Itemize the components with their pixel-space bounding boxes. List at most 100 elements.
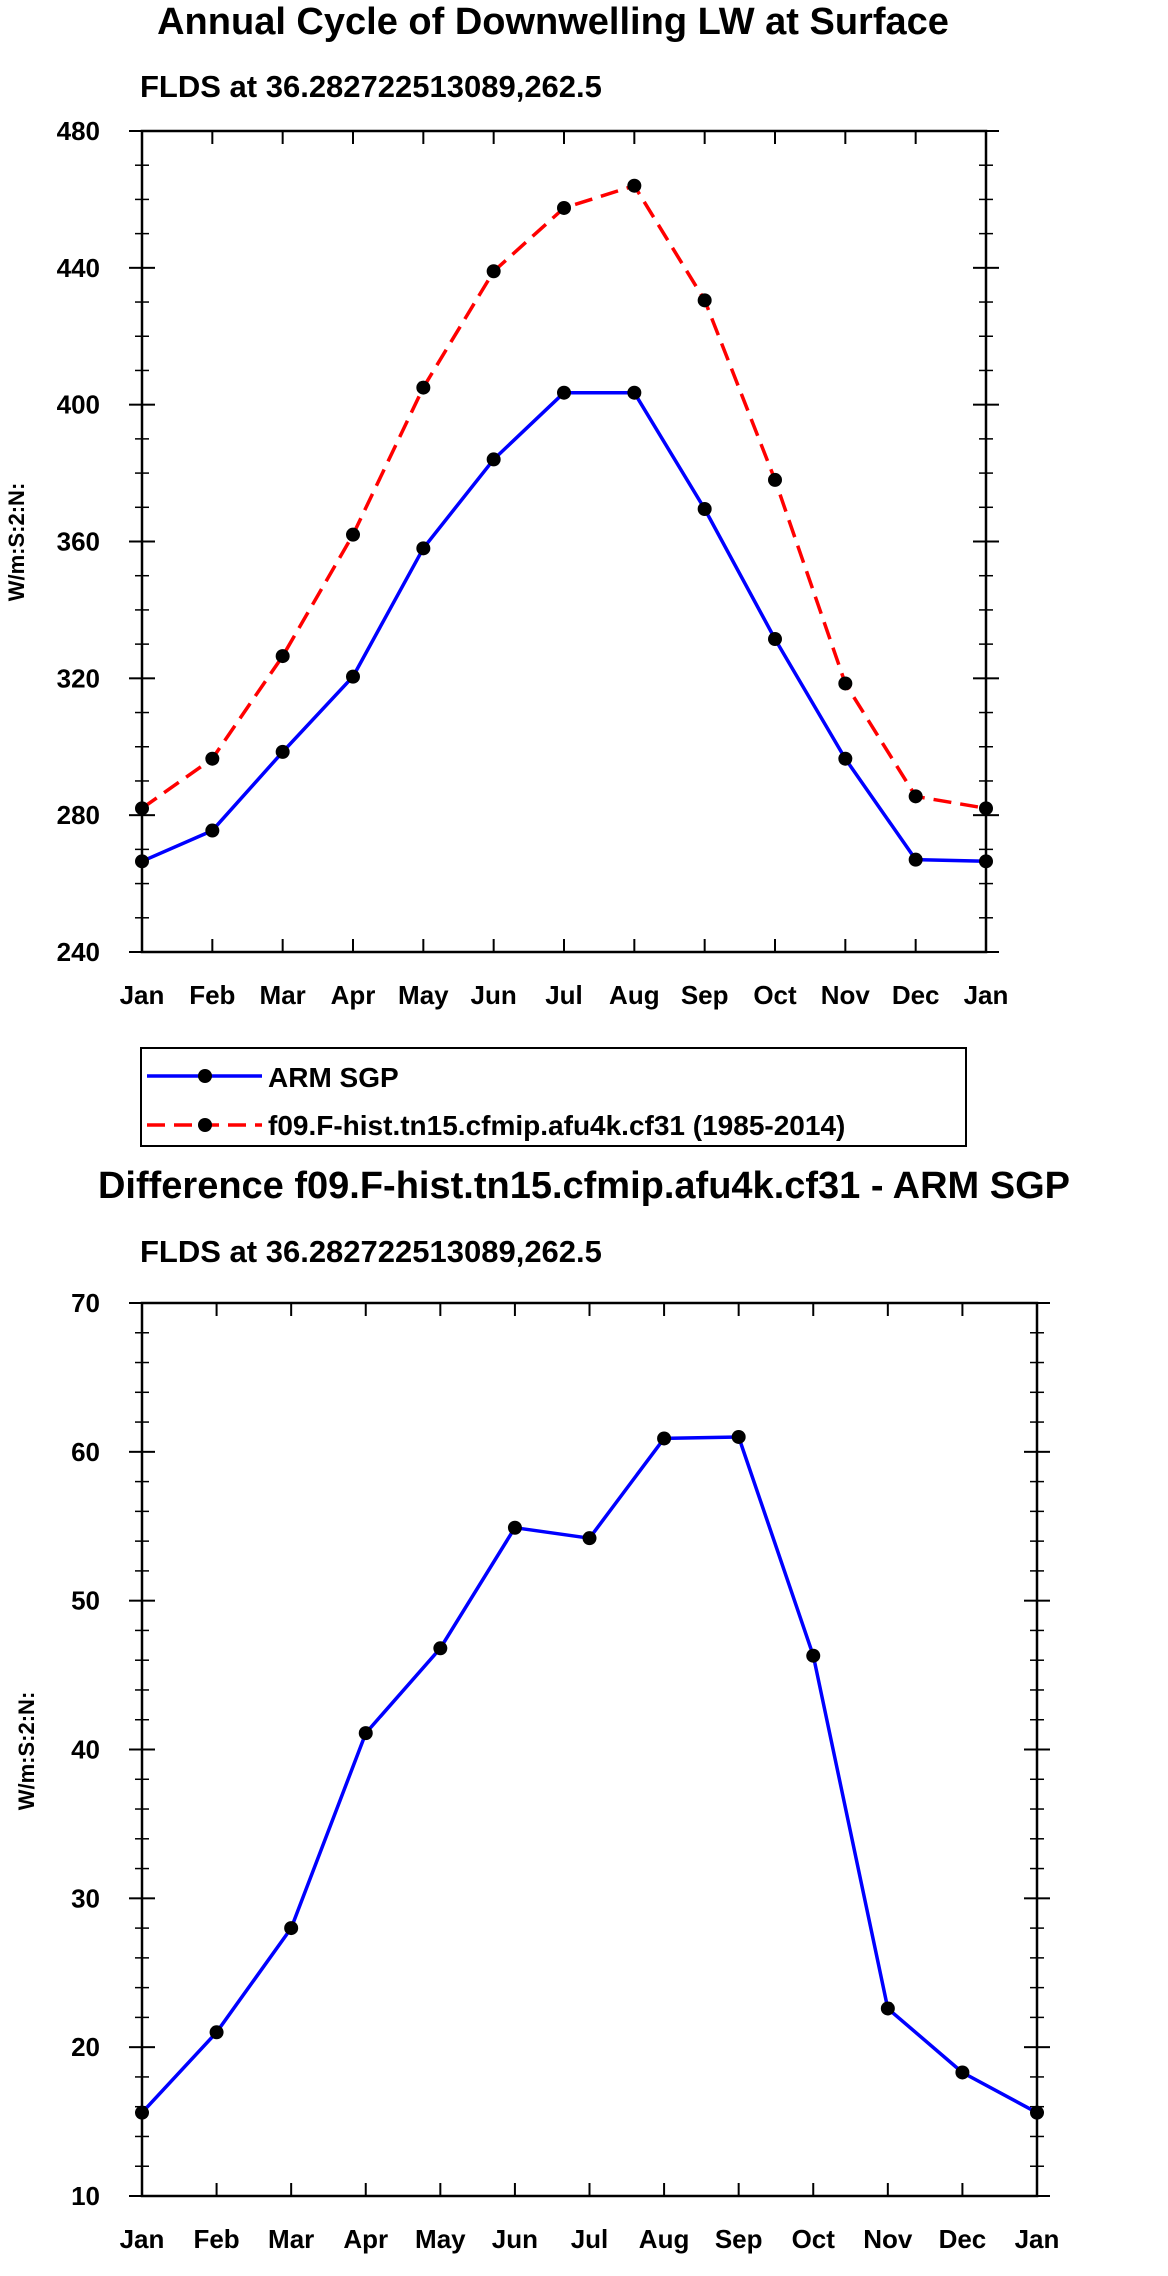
y-tick-label: 280: [57, 800, 100, 830]
x-tick-label: May: [398, 980, 449, 1010]
series-1-point: [838, 751, 853, 766]
series-1-point: [209, 2025, 224, 2040]
series-1-point: [731, 1429, 746, 1444]
y-tick-label: 30: [71, 1883, 100, 1913]
series-1-point: [1030, 2105, 1044, 2120]
y-tick-label: 400: [57, 390, 100, 420]
x-tick-label: Mar: [268, 2224, 314, 2254]
series-2-point: [908, 789, 923, 804]
series-1-point: [275, 744, 290, 759]
chart1-ticks: [129, 130, 999, 953]
series-2-point: [416, 380, 431, 395]
chart-annual-cycle: Annual Cycle of Downwelling LW at Surfac…: [4, 1, 1009, 1147]
series-1-point: [346, 669, 360, 684]
y-tick-label: 10: [71, 2181, 100, 2211]
chart2-ticks: [129, 1302, 1050, 2197]
chart2-plot-frame: [140, 1301, 1039, 2198]
y-tick-label: 240: [57, 937, 100, 967]
x-tick-label: Jul: [545, 980, 583, 1010]
series-2-point: [697, 293, 712, 308]
legend-box: [140, 1047, 967, 1147]
x-tick-label: Aug: [609, 980, 660, 1010]
legend-marker-arm-sgp: [198, 1069, 212, 1083]
series-1-point: [582, 1531, 597, 1546]
x-tick-label: Jun: [471, 980, 517, 1010]
x-tick-label: Nov: [863, 2224, 913, 2254]
series-1-point: [135, 2105, 149, 2120]
x-tick-label: Apr: [331, 980, 376, 1010]
x-tick-label: Jan: [120, 2224, 165, 2254]
x-tick-label: Sep: [715, 2224, 763, 2254]
series-1-point: [806, 1648, 821, 1663]
x-tick-label: Mar: [260, 980, 306, 1010]
x-tick-label: Nov: [821, 980, 871, 1010]
y-tick-label: 60: [71, 1437, 100, 1467]
series-line-2: [140, 183, 987, 811]
x-tick-label: Apr: [343, 2224, 388, 2254]
x-tick-label: Jan: [1015, 2224, 1060, 2254]
y-tick-label: 70: [71, 1288, 100, 1318]
series-1-point: [135, 854, 149, 869]
y-tick-label: 480: [57, 116, 100, 146]
chart1-title: Annual Cycle of Downwelling LW at Surfac…: [157, 1, 949, 43]
series-1-point: [416, 541, 431, 556]
chart2-series: [135, 1429, 1044, 2120]
y-tick-label: 50: [71, 1586, 100, 1616]
series-1-point: [627, 385, 642, 400]
legend-label-arm-sgp: ARM SGP: [268, 1062, 399, 1093]
x-tick-label: Oct: [753, 980, 797, 1010]
series-2-point: [557, 200, 571, 215]
chart1-series: [135, 178, 993, 869]
series-2-point: [979, 801, 993, 816]
series-2-point: [205, 751, 220, 766]
series-1-point: [768, 631, 782, 646]
x-tick-label: Jan: [964, 980, 1009, 1010]
chart2-title: Difference f09.F-hist.tn15.cfmip.afu4k.c…: [98, 1165, 1070, 1207]
legend-marker-model: [198, 1118, 212, 1132]
x-tick-label: Jul: [571, 2224, 609, 2254]
series-1-point: [507, 1520, 522, 1535]
series-1-point: [486, 452, 501, 467]
chart1-ylabel: W/m:S:2:N:: [4, 483, 29, 602]
series-1-point: [433, 1641, 448, 1656]
chart1-legend: ARM SGP f09.F-hist.tn15.cfmip.afu4k.cf31…: [140, 1047, 967, 1147]
series-line-1: [141, 390, 987, 864]
chart1-y-tick-labels: 240 280 320 360 400 440 480: [57, 116, 100, 967]
series-2-point: [135, 801, 149, 816]
series-1-point: [358, 1726, 373, 1741]
y-tick-label: 20: [71, 2032, 100, 2062]
chart2-ylabel: W/m:S:2:N:: [14, 1692, 39, 1811]
y-tick-label: 40: [71, 1735, 100, 1765]
series-1-point: [284, 1921, 299, 1936]
series-2-point: [486, 264, 501, 279]
series-2-point: [768, 472, 782, 487]
x-tick-label: Aug: [639, 2224, 690, 2254]
series-2-point: [346, 527, 360, 542]
chart-difference: Difference f09.F-hist.tn15.cfmip.afu4k.c…: [14, 1165, 1070, 2254]
chart2-y-tick-labels: 10 20 30 40 50 60 70: [71, 1288, 100, 2211]
x-tick-label: Jun: [492, 2224, 538, 2254]
x-tick-label: Dec: [939, 2224, 987, 2254]
series-1-point: [557, 385, 571, 400]
chart1-x-tick-labels: Jan Feb Mar Apr May Jun Jul Aug Sep Oct Nov Dec Jan: [120, 980, 1009, 1010]
x-tick-label: May: [415, 2224, 466, 2254]
series-2-point: [275, 649, 290, 664]
x-tick-label: Feb: [189, 980, 235, 1010]
series-1-point: [955, 2065, 970, 2080]
series-1-point: [880, 2001, 895, 2016]
series-2-point: [838, 676, 853, 691]
series-1-point: [697, 502, 712, 517]
x-tick-label: Jan: [120, 980, 165, 1010]
series-1-point: [205, 823, 220, 838]
series-2-point: [627, 178, 642, 193]
chart1-plot-frame: [140, 129, 988, 954]
chart2-subtitle: FLDS at 36.282722513089,262.5: [140, 1234, 602, 1269]
x-tick-label: Dec: [892, 980, 940, 1010]
y-tick-label: 360: [57, 527, 100, 557]
y-tick-label: 440: [57, 253, 100, 283]
x-tick-label: Sep: [681, 980, 729, 1010]
chart1-subtitle: FLDS at 36.282722513089,262.5: [140, 69, 602, 104]
series-1-point: [979, 854, 993, 869]
chart2-x-tick-labels: Jan Feb Mar Apr May Jun Jul Aug Sep Oct Nov Dec Jan: [120, 2224, 1060, 2254]
